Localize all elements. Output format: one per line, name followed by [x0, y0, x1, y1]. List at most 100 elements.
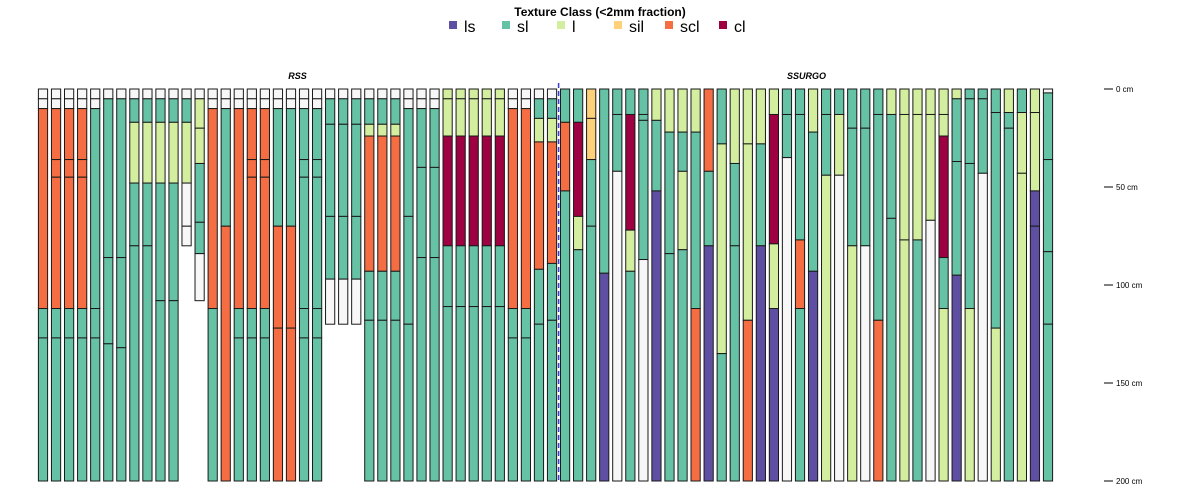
horizon-sl	[716, 88, 727, 145]
horizon-scl	[207, 108, 218, 310]
horizon-scl	[559, 121, 571, 192]
horizon-l	[651, 88, 662, 121]
horizon-missing	[64, 88, 75, 100]
horizon-sl	[246, 308, 257, 339]
profile-14	[207, 88, 218, 482]
horizon-sl	[155, 300, 166, 482]
horizon-missing	[298, 98, 310, 110]
horizon-ls	[1029, 225, 1041, 482]
horizon-sl	[729, 245, 740, 482]
horizon-scl	[520, 108, 532, 310]
horizon-cl	[455, 135, 466, 247]
horizon-missing	[37, 98, 49, 110]
horizon-sl	[599, 88, 610, 274]
horizon-sl	[207, 308, 218, 482]
horizon-scl	[77, 176, 88, 310]
horizon-sl	[377, 319, 388, 482]
horizon-l	[1029, 112, 1041, 192]
horizon-sl	[311, 159, 323, 178]
profile-13	[194, 88, 205, 302]
horizon-missing	[220, 98, 231, 110]
horizon-scl	[64, 108, 75, 161]
profile-37	[507, 88, 518, 482]
horizon-l	[912, 88, 923, 115]
horizon-l	[129, 121, 140, 184]
horizon-sl	[129, 245, 140, 482]
horizon-cl	[481, 135, 492, 247]
profile-50	[677, 88, 688, 482]
profile-49	[664, 88, 675, 482]
profile-77	[1029, 88, 1041, 482]
profile-8	[129, 88, 140, 482]
profile-72	[964, 88, 975, 482]
horizon-sl	[546, 319, 558, 482]
horizon-l	[964, 308, 975, 482]
horizon-missing	[429, 98, 440, 110]
horizon-sl	[442, 306, 453, 482]
horizon-missing	[429, 88, 440, 100]
horizon-sl	[886, 217, 897, 482]
legend-label-l: l	[572, 19, 576, 36]
horizon-l	[494, 98, 505, 137]
horizon-sl	[50, 337, 62, 482]
depth-axis: 0 cm 50 cm 100 cm 150 cm 200 cm	[1104, 85, 1143, 486]
profile-16	[233, 88, 244, 482]
profile-66	[886, 88, 897, 482]
legend-label-sl: sl	[517, 19, 529, 36]
depth-tick-label: 100 cm	[1116, 281, 1143, 290]
profile-22	[311, 88, 323, 482]
horizon-missing	[129, 88, 140, 100]
horizon-scl	[50, 108, 62, 161]
horizon-missing	[351, 88, 362, 100]
horizon-sl	[794, 88, 806, 115]
horizon-scl	[272, 327, 284, 482]
group-labels: RSS SSURGO	[288, 71, 826, 81]
horizon-scl	[742, 319, 753, 482]
horizon-scl	[507, 108, 518, 310]
horizon-sl	[390, 98, 401, 125]
horizon-l	[951, 88, 962, 100]
horizon-l	[468, 88, 479, 100]
profile-45	[612, 88, 623, 482]
horizon-sl	[964, 98, 975, 164]
horizon-sl	[311, 308, 323, 339]
horizon-missing	[64, 98, 75, 110]
horizon-sl	[50, 308, 62, 339]
horizon-ls	[768, 308, 780, 482]
horizon-missing	[37, 88, 49, 100]
profile-3	[64, 88, 75, 482]
horizon-missing	[50, 88, 62, 100]
profile-59	[794, 88, 806, 482]
horizon-l	[886, 88, 897, 115]
horizon-scl	[285, 327, 297, 482]
horizon-sl	[403, 323, 414, 482]
horizon-missing	[207, 98, 218, 110]
horizon-sl	[37, 308, 49, 339]
horizon-scl	[64, 176, 75, 310]
horizon-l	[377, 123, 388, 137]
horizon-scl	[77, 108, 88, 161]
horizon-l	[664, 88, 675, 133]
horizon-scl	[50, 176, 62, 310]
horizon-ls	[807, 270, 819, 482]
horizon-scl	[246, 159, 257, 178]
horizon-sl	[559, 88, 571, 123]
profile-46	[625, 88, 636, 482]
horizon-sl	[638, 119, 649, 261]
horizon-sl	[507, 337, 518, 482]
horizon-sl	[325, 98, 336, 125]
horizon-sl	[729, 162, 740, 247]
horizon-sl	[612, 88, 623, 115]
horizon-sl	[416, 108, 427, 168]
horizon-scl	[546, 141, 558, 264]
horizon-missing	[285, 98, 297, 110]
horizon-l	[990, 327, 1001, 482]
horizon-missing	[285, 88, 297, 100]
horizon-l	[742, 88, 753, 145]
horizon-sl	[481, 306, 492, 482]
legend: ls sl l sil scl cl	[449, 19, 746, 36]
horizon-sl	[507, 308, 518, 339]
profile-6	[103, 88, 114, 482]
horizon-sl	[233, 308, 244, 339]
horizon-missing	[311, 88, 323, 100]
